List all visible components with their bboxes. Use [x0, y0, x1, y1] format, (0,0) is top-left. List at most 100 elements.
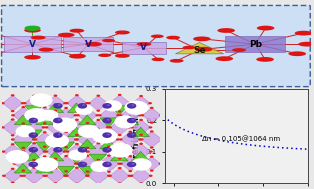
Circle shape	[118, 134, 122, 136]
Polygon shape	[225, 36, 285, 52]
Circle shape	[58, 33, 75, 37]
Circle shape	[98, 138, 102, 141]
Circle shape	[19, 175, 23, 177]
Circle shape	[53, 118, 62, 123]
Circle shape	[95, 163, 100, 165]
Circle shape	[74, 163, 78, 165]
Circle shape	[39, 48, 53, 52]
Circle shape	[11, 182, 14, 184]
Circle shape	[78, 103, 87, 109]
Circle shape	[86, 170, 89, 173]
Circle shape	[43, 150, 46, 153]
Circle shape	[64, 155, 68, 157]
Circle shape	[32, 95, 36, 97]
Polygon shape	[14, 163, 32, 173]
Circle shape	[138, 138, 142, 141]
Circle shape	[1, 102, 5, 104]
Circle shape	[43, 106, 46, 108]
Polygon shape	[3, 119, 23, 135]
Circle shape	[45, 126, 48, 129]
Circle shape	[84, 150, 88, 153]
Polygon shape	[68, 103, 85, 112]
Circle shape	[116, 114, 120, 116]
Circle shape	[139, 95, 143, 97]
Circle shape	[2, 150, 5, 153]
Circle shape	[41, 102, 45, 104]
Circle shape	[150, 146, 154, 149]
Circle shape	[53, 118, 77, 132]
Circle shape	[127, 150, 130, 153]
Circle shape	[55, 114, 59, 116]
Polygon shape	[46, 151, 64, 161]
Text: Δn = 0.105@1064 nm: Δn = 0.105@1064 nm	[202, 135, 280, 142]
Circle shape	[64, 131, 68, 133]
Circle shape	[141, 114, 144, 116]
Polygon shape	[109, 95, 130, 112]
Circle shape	[82, 104, 85, 106]
Polygon shape	[132, 120, 150, 135]
Circle shape	[96, 138, 100, 141]
Polygon shape	[67, 120, 86, 135]
Polygon shape	[13, 107, 34, 123]
Circle shape	[21, 147, 25, 149]
Circle shape	[29, 118, 38, 123]
Circle shape	[86, 130, 89, 132]
Circle shape	[75, 134, 79, 136]
Circle shape	[195, 47, 213, 52]
Circle shape	[118, 157, 122, 160]
Circle shape	[107, 145, 111, 148]
Circle shape	[16, 125, 35, 137]
Circle shape	[11, 114, 15, 116]
Circle shape	[71, 54, 86, 58]
Circle shape	[73, 114, 77, 116]
Polygon shape	[110, 120, 129, 135]
Circle shape	[102, 132, 112, 138]
Polygon shape	[57, 156, 76, 171]
Polygon shape	[57, 166, 74, 176]
Circle shape	[107, 131, 111, 134]
Circle shape	[128, 107, 132, 109]
Circle shape	[102, 118, 112, 123]
Circle shape	[106, 102, 110, 104]
Circle shape	[159, 114, 163, 116]
Circle shape	[90, 161, 109, 172]
Circle shape	[128, 146, 132, 148]
Circle shape	[11, 168, 14, 170]
Polygon shape	[68, 154, 85, 164]
Polygon shape	[131, 144, 151, 159]
Circle shape	[115, 30, 130, 34]
Circle shape	[96, 134, 100, 136]
Circle shape	[85, 175, 89, 177]
Polygon shape	[4, 169, 21, 183]
Circle shape	[43, 155, 46, 158]
Circle shape	[108, 126, 112, 129]
Circle shape	[53, 103, 62, 109]
Circle shape	[42, 126, 46, 129]
Circle shape	[128, 131, 132, 133]
Circle shape	[65, 175, 69, 177]
Circle shape	[256, 57, 274, 62]
Circle shape	[130, 126, 134, 129]
Circle shape	[21, 130, 25, 132]
Circle shape	[139, 143, 143, 145]
Circle shape	[107, 133, 110, 135]
Circle shape	[66, 150, 69, 153]
Circle shape	[29, 132, 38, 138]
Circle shape	[148, 102, 152, 104]
Circle shape	[32, 114, 35, 116]
Circle shape	[127, 162, 136, 167]
Circle shape	[34, 138, 38, 141]
Circle shape	[11, 94, 14, 96]
Circle shape	[54, 110, 57, 112]
Circle shape	[32, 183, 36, 185]
Circle shape	[151, 35, 164, 38]
Circle shape	[53, 132, 62, 138]
Polygon shape	[121, 132, 140, 147]
Circle shape	[107, 154, 111, 157]
Circle shape	[57, 133, 61, 135]
Text: Se: Se	[193, 46, 206, 55]
Polygon shape	[89, 127, 106, 137]
Circle shape	[31, 36, 46, 40]
Polygon shape	[46, 168, 65, 183]
Circle shape	[62, 150, 66, 153]
